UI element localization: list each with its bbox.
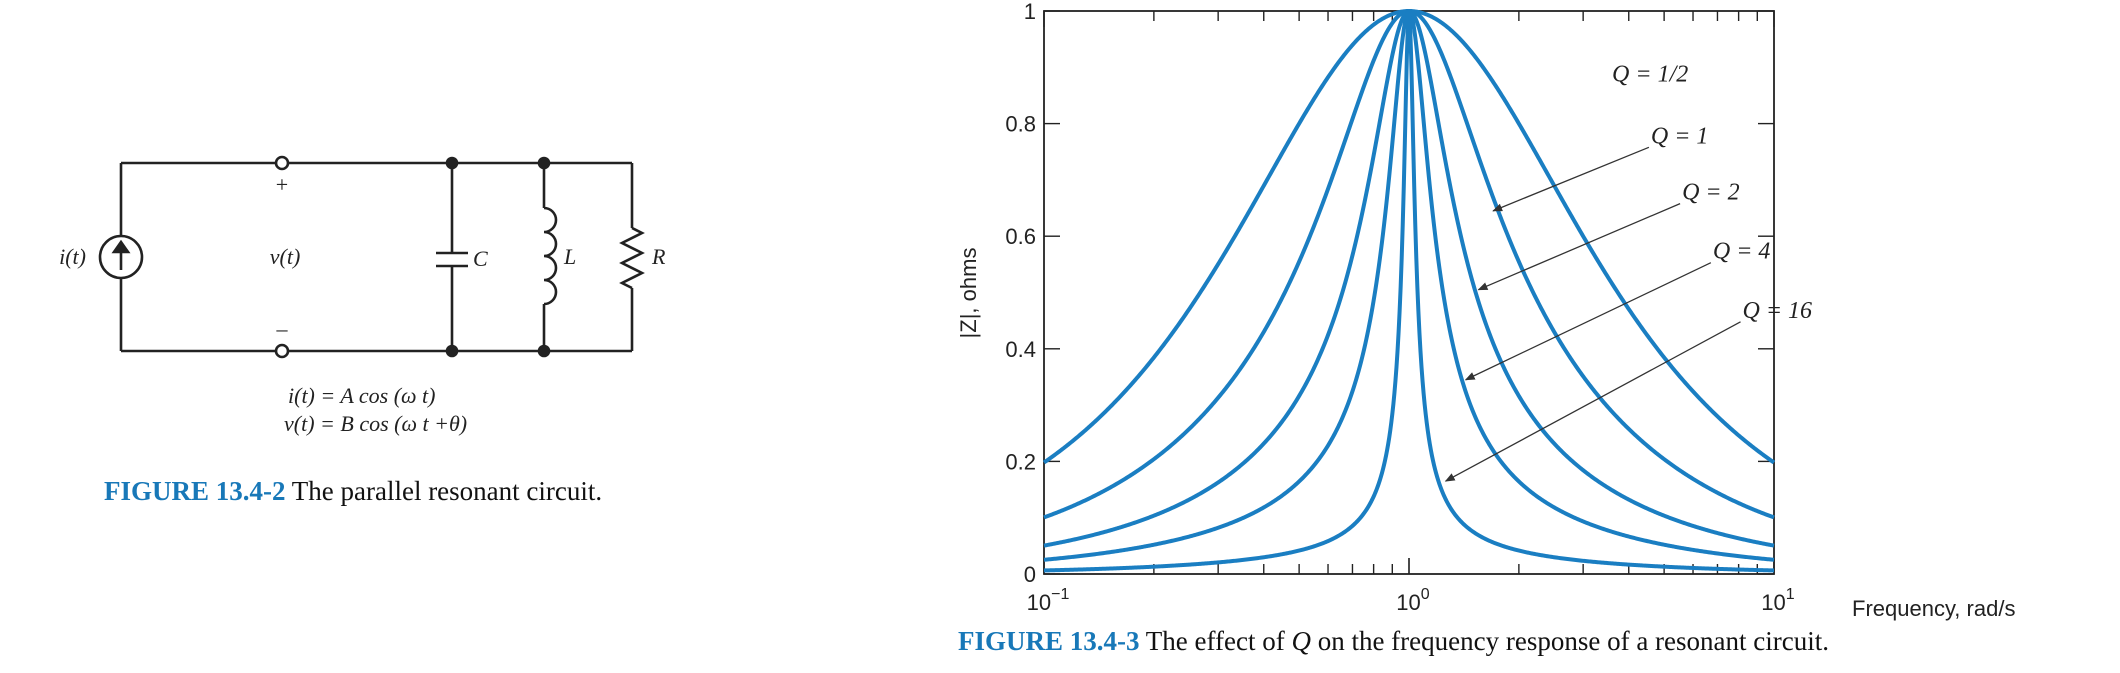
inductor-label: L: [563, 244, 576, 269]
annotation-arrow: [1492, 146, 1650, 212]
caption-left-text: The parallel resonant circuit.: [291, 476, 603, 506]
x-tick-label-exponent: 0: [1421, 586, 1430, 603]
x-tick-label-base: 10: [1761, 590, 1785, 615]
junction-dot: [445, 156, 459, 170]
x-tick-label: 101: [1761, 586, 1794, 615]
minus-sign: –: [276, 316, 289, 341]
annotation-arrow: [1477, 203, 1681, 291]
response-curves: [1042, 9, 1776, 573]
voltage-label: v(t): [270, 244, 301, 269]
y-tick-label: 0.6: [1005, 224, 1036, 249]
source-label: i(t): [59, 244, 86, 269]
caption-right-symbol: Q: [1291, 626, 1311, 656]
annotation-label: Q = 4: [1713, 239, 1771, 265]
caption-right-label: FIGURE 13.4-3: [958, 626, 1140, 656]
x-tick-label: 10−1: [1027, 586, 1070, 615]
y-axis-label: |Z|, ohms: [956, 248, 981, 339]
x-axis-label: Frequency, rad/s: [1852, 596, 2015, 621]
y-tick-label: 0.8: [1005, 112, 1036, 137]
caption-right: FIGURE 13.4-3 The effect of Q on the fre…: [958, 626, 1829, 657]
x-tick-label-base: 10: [1396, 590, 1420, 615]
current-source-symbol: [98, 234, 144, 280]
terminal-top: [274, 155, 290, 171]
capacitor-label: C: [473, 246, 488, 271]
curve-q-2: [1043, 9, 1775, 548]
y-tick-label: 1: [1024, 0, 1036, 24]
y-tick-label: 0.4: [1005, 337, 1036, 362]
x-tick-label-exponent: −1: [1051, 586, 1069, 603]
annotation-label: Q = 16: [1743, 298, 1813, 324]
resistor-label: R: [651, 244, 666, 269]
current-source-arrow-head: [111, 239, 131, 254]
junction-dot: [537, 156, 551, 170]
caption-right-text-after: on the frequency response of a resonant …: [1317, 626, 1829, 656]
y-tick-label: 0: [1024, 562, 1036, 587]
inductor-coil: [543, 206, 558, 306]
annotation-label: Q = 2: [1682, 180, 1740, 206]
axis-ticks: [1043, 10, 1775, 575]
annotation-arrow: [1464, 262, 1712, 381]
equation-current: i(t) = A cos (ω t): [288, 383, 436, 408]
q-annotations: Q = 1/2 Q = 1 Q = 2 Q = 4 Q = 16: [1444, 61, 1813, 482]
parallel-resonant-circuit: [98, 155, 645, 359]
x-tick-label-exponent: 1: [1786, 586, 1795, 603]
junction-dot: [445, 344, 459, 358]
caption-left-label: FIGURE 13.4-2: [104, 476, 286, 506]
y-tick-label: 0.2: [1005, 449, 1036, 474]
circuit-labels: i(t) v(t) + – C L R i(t) = A cos (ω t) v…: [59, 172, 666, 436]
equation-voltage: v(t) = B cos (ω t +θ): [284, 411, 467, 436]
junction-dot: [537, 344, 551, 358]
annotation-arrow: [1444, 321, 1741, 482]
resistor-zigzag: [619, 226, 645, 290]
x-tick-label-base: 10: [1027, 590, 1051, 615]
plot-frame: [1043, 10, 1775, 575]
caption-left: FIGURE 13.4-2 The parallel resonant circ…: [104, 476, 602, 507]
terminal-bottom: [274, 343, 290, 359]
x-tick-label: 100: [1396, 586, 1429, 615]
caption-right-text-before: The effect of: [1145, 626, 1285, 656]
plus-sign: +: [276, 172, 288, 197]
annotation-label: Q = 1/2: [1612, 61, 1688, 87]
curve-q-4: [1043, 9, 1775, 573]
annotation-label: Q = 1: [1651, 123, 1709, 149]
